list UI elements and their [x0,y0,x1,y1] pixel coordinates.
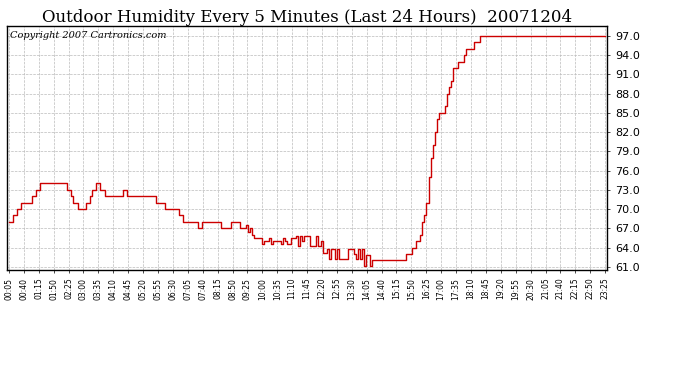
Title: Outdoor Humidity Every 5 Minutes (Last 24 Hours)  20071204: Outdoor Humidity Every 5 Minutes (Last 2… [42,9,572,26]
Text: Copyright 2007 Cartronics.com: Copyright 2007 Cartronics.com [10,31,166,40]
